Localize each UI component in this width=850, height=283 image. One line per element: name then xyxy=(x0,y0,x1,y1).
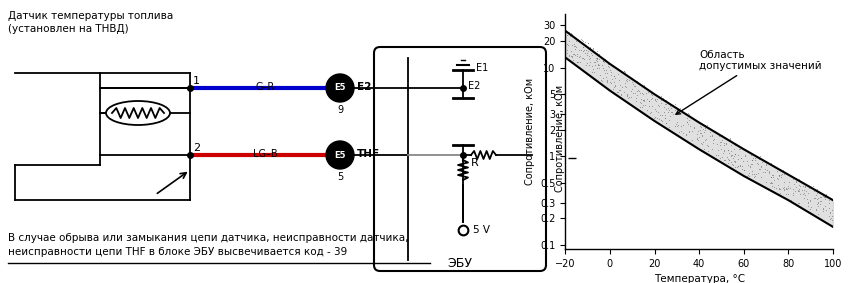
Text: Область
допустимых значений: Область допустимых значений xyxy=(676,50,822,114)
Text: В случае обрыва или замыкания цепи датчика, неисправности датчика,
неисправности: В случае обрыва или замыкания цепи датчи… xyxy=(8,233,409,257)
Text: Датчик температуры топлива
(установлен на ТНВД): Датчик температуры топлива (установлен н… xyxy=(8,11,173,34)
Circle shape xyxy=(326,141,354,169)
Text: E2: E2 xyxy=(468,81,480,91)
Text: 2: 2 xyxy=(193,143,200,153)
Text: 9: 9 xyxy=(337,105,343,115)
X-axis label: Температура, °C: Температура, °C xyxy=(654,274,745,283)
Text: Сопротивление, кОм: Сопротивление, кОм xyxy=(555,84,565,192)
Ellipse shape xyxy=(106,101,170,125)
Y-axis label: Сопротивление, кОм: Сопротивление, кОм xyxy=(524,78,535,185)
Text: E2: E2 xyxy=(357,82,371,92)
Text: THF: THF xyxy=(357,149,380,159)
Circle shape xyxy=(326,74,354,102)
Text: E1: E1 xyxy=(476,63,488,73)
Text: G–R: G–R xyxy=(255,82,275,92)
Text: E5: E5 xyxy=(334,151,346,160)
Text: LG–B: LG–B xyxy=(252,149,277,159)
Text: 5: 5 xyxy=(337,172,343,182)
Text: E5: E5 xyxy=(334,83,346,93)
Text: R: R xyxy=(471,158,479,168)
Text: 5 V: 5 V xyxy=(473,225,490,235)
Text: 1: 1 xyxy=(193,76,200,86)
FancyBboxPatch shape xyxy=(374,47,546,271)
Text: ЭБУ: ЭБУ xyxy=(447,257,473,270)
